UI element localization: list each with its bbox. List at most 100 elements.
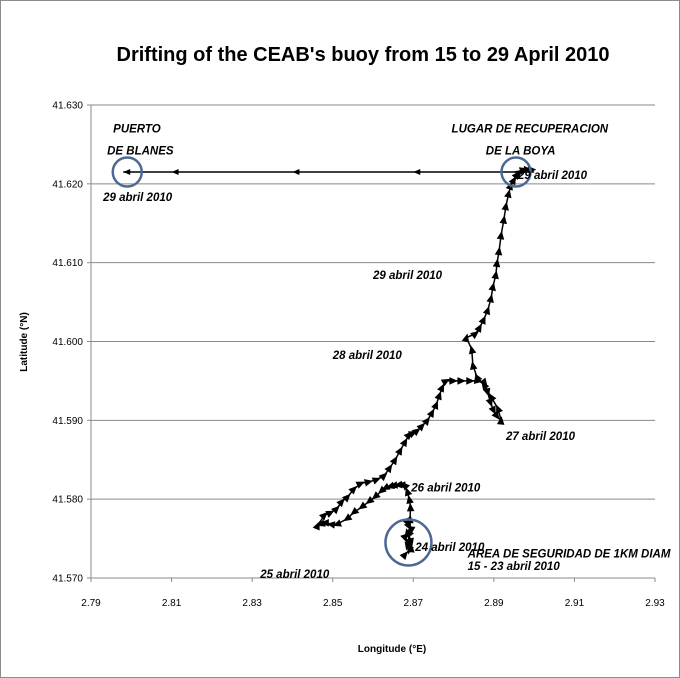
data-point <box>371 491 381 500</box>
data-point <box>407 526 416 535</box>
data-point <box>363 479 374 487</box>
data-point <box>406 502 415 512</box>
data-point <box>326 521 336 529</box>
data-point <box>407 543 415 553</box>
annotation-area2: 15 - 23 abril 2010 <box>468 561 561 573</box>
data-point <box>426 408 435 418</box>
data-point <box>332 519 342 527</box>
highlight-circles <box>111 156 532 567</box>
data-point <box>325 510 335 518</box>
arrow-point <box>123 169 131 176</box>
x-tick-label: 2.89 <box>484 598 504 609</box>
data-point <box>343 513 353 522</box>
data-point <box>496 416 505 425</box>
data-point <box>470 331 480 340</box>
arrow-point <box>171 169 179 176</box>
data-point <box>431 400 439 410</box>
data-point <box>320 519 329 527</box>
data-point <box>358 501 368 510</box>
x-axis-title: Longitude (°E) <box>358 644 426 655</box>
data-point <box>355 481 365 489</box>
x-tick-label: 2.79 <box>81 598 101 609</box>
gridlines <box>91 104 655 579</box>
y-tick-label: 41.610 <box>52 258 83 269</box>
highlight-circle <box>384 518 433 567</box>
x-tick-label: 2.87 <box>404 598 424 609</box>
data-point <box>488 405 496 415</box>
axes: 41.570 41.580 41.590 41.600 41.610 41.620 41.6… <box>52 101 665 610</box>
data-point <box>331 505 340 515</box>
annotation-a26: 26 abril 2010 <box>410 482 481 494</box>
data-series <box>123 165 537 560</box>
data-point <box>399 551 408 560</box>
arrow-point <box>413 169 421 176</box>
data-point <box>483 387 491 397</box>
data-point <box>486 294 494 304</box>
y-tick-label: 41.590 <box>52 416 83 427</box>
x-tick-label: 2.83 <box>242 598 262 609</box>
data-point <box>350 506 360 516</box>
y-tick-label: 41.580 <box>52 495 83 506</box>
data-point <box>404 536 413 546</box>
data-point <box>365 495 375 505</box>
data-point <box>399 437 408 448</box>
y-tick-label: 41.600 <box>52 337 83 348</box>
data-point <box>434 391 442 401</box>
data-point <box>466 377 475 385</box>
data-point <box>416 422 426 432</box>
annotation-a28: 28 abril 2010 <box>332 350 403 362</box>
data-point <box>488 282 496 292</box>
chart-title: Drifting of the CEAB's buoy from 15 to 2… <box>117 44 610 66</box>
data-point <box>504 189 512 199</box>
data-point <box>469 361 478 370</box>
data-point <box>406 495 414 505</box>
x-tick-label: 2.85 <box>323 598 343 609</box>
data-point <box>508 176 517 186</box>
data-point <box>405 487 413 497</box>
y-tick-label: 41.630 <box>52 101 83 112</box>
annotations: PUERTO DE BLANES LUGAR DE RECUPERACION DE L… <box>102 124 671 581</box>
data-point <box>378 472 388 482</box>
data-point <box>393 480 403 489</box>
data-point <box>377 485 387 495</box>
data-point <box>319 511 328 521</box>
series-0-line <box>316 168 533 555</box>
annotation-puerto2: DE BLANES <box>107 146 174 158</box>
data-point <box>474 373 483 383</box>
x-tick-label: 2.91 <box>565 598 585 609</box>
data-point <box>461 333 470 343</box>
data-point <box>496 230 505 240</box>
data-point <box>482 305 491 316</box>
data-point <box>341 493 351 503</box>
data-point <box>492 258 501 268</box>
data-point <box>499 215 507 225</box>
data-point <box>494 246 503 256</box>
data-point <box>348 485 358 495</box>
annotation-lugar2: DE LA BOYA <box>486 146 556 158</box>
annotation-a29c: 29 abril 2010 <box>372 270 443 282</box>
data-point <box>440 378 450 387</box>
data-point <box>496 404 504 414</box>
data-point <box>457 377 466 385</box>
annotation-a25: 25 abril 2010 <box>259 569 330 581</box>
x-tick-label: 2.81 <box>162 598 182 609</box>
data-point <box>421 416 430 426</box>
data-point <box>404 528 412 538</box>
data-point <box>411 427 421 437</box>
data-point <box>474 323 482 333</box>
data-point <box>384 464 393 474</box>
data-point <box>488 393 497 403</box>
x-tick-label: 2.93 <box>645 598 665 609</box>
data-point <box>389 456 398 466</box>
data-point <box>312 521 320 531</box>
y-tick-label: 41.570 <box>52 574 83 585</box>
y-axis-title: Latitude (°N) <box>19 312 30 372</box>
annotation-a24: 24 abril 2010 <box>414 542 485 554</box>
annotation-area1: AREA DE SEGURIDAD DE 1KM DIAM <box>467 549 671 561</box>
data-point <box>501 201 509 211</box>
data-point <box>478 315 486 325</box>
data-point <box>449 377 458 385</box>
annotation-lugar1: LUGAR DE RECUPERACION <box>452 124 609 136</box>
